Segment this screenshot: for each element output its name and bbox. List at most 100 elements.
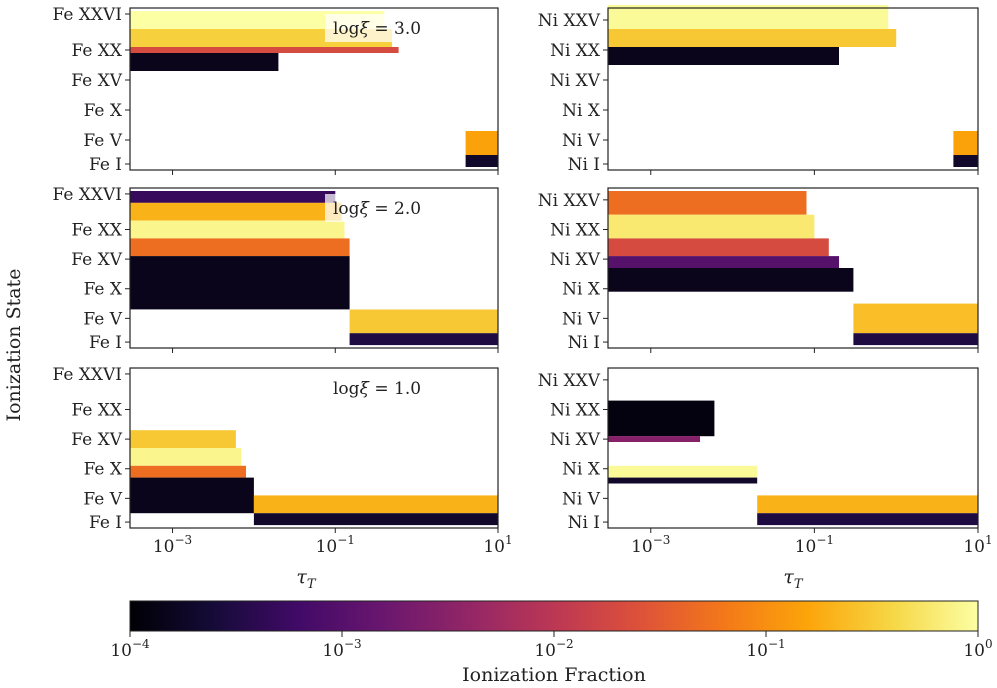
x-tick-label: 10−3 xyxy=(631,533,670,557)
x-tick-label-exp: 1 xyxy=(985,533,993,547)
x-tick-label-base: 10 xyxy=(483,537,505,557)
y-tick-label: Ni X xyxy=(562,101,601,121)
panel-ni-1: Ni XXV Ni XX Ni XV Ni X Ni V Ni I xyxy=(538,5,979,175)
annotation-box xyxy=(325,194,429,222)
colorbar-tick-label-exp: −1 xyxy=(768,637,786,651)
y-tick-label: Ni XX xyxy=(550,220,601,240)
heat-band-1-0 xyxy=(608,5,889,29)
heat-band-3-0 xyxy=(608,191,807,215)
heat-band-2-2 xyxy=(130,220,345,239)
y-tick-label: Fe XV xyxy=(71,250,122,270)
heat-band-1-1 xyxy=(608,29,897,47)
heat-band-5-4 xyxy=(757,495,978,514)
panel-frame xyxy=(607,187,979,349)
panel-fe-2: Fe XXVI Fe XX Fe XV Fe X Fe V Fe I logξ = 2.0 xyxy=(52,185,499,353)
heat-band-0-3 xyxy=(130,53,279,71)
colorbar-tick-label-base: 10 xyxy=(110,641,132,661)
heat-band-4-3 xyxy=(130,477,254,514)
y-tick-label: Fe XX xyxy=(71,220,122,240)
y-tick-label: Ni X xyxy=(562,280,601,300)
heat-band-1-3 xyxy=(953,131,978,155)
panel-frame xyxy=(129,187,499,349)
x-tick-label-base: 10 xyxy=(631,537,653,557)
x-axis-label-left-sub: T xyxy=(307,577,317,592)
y-tick-label: Ni V xyxy=(562,489,601,509)
y-tick-label: Ni XX xyxy=(550,400,601,420)
heat-band-4-2 xyxy=(130,465,246,478)
y-tick-label: Ni XV xyxy=(550,430,601,450)
annotation-logxi: logξ = 3.0 xyxy=(333,19,421,39)
colorbar-label: Ionization Fraction xyxy=(462,664,646,686)
colorbar-tick-label-exp: −2 xyxy=(556,637,574,651)
colorbar-tick-label-base: 10 xyxy=(746,641,768,661)
annotation-xi: ξ xyxy=(360,199,371,219)
heat-band-5-0 xyxy=(608,400,715,437)
annotation-logxi: logξ = 2.0 xyxy=(333,199,421,219)
heat-band-4-1 xyxy=(130,448,242,466)
annotation-log: log xyxy=(333,19,360,39)
y-tick-label: Ni XX xyxy=(550,41,601,61)
x-tick-label: 10−1 xyxy=(316,533,355,557)
y-tick-label: Fe X xyxy=(84,101,123,121)
colorbar-tick-label-exp: −3 xyxy=(344,637,362,651)
y-tick-label: Ni V xyxy=(562,131,601,151)
heat-band-4-5 xyxy=(253,513,498,526)
y-tick-label: Fe XX xyxy=(71,400,122,420)
colorbar-tick-label: 10−1 xyxy=(746,637,785,661)
x-axis-label-right-main: τ xyxy=(783,566,794,588)
heat-band-1-2 xyxy=(608,47,839,65)
annotation-logxi: logξ = 1.0 xyxy=(333,379,421,399)
y-tick-label: Fe V xyxy=(83,489,122,509)
x-axis-label-left-main: τ xyxy=(296,566,307,588)
x-axis-label-left: τT xyxy=(296,566,317,592)
heat-band-2-3 xyxy=(130,238,350,257)
heat-band-3-2 xyxy=(608,238,829,257)
annotation-eq: = xyxy=(369,199,394,219)
x-tick-label-exp: −3 xyxy=(653,533,671,547)
annotation-box xyxy=(325,14,429,42)
annotation-xi: ξ xyxy=(360,19,371,39)
x-tick-label-base: 10 xyxy=(795,537,817,557)
y-tick-label: Fe XXVI xyxy=(52,185,122,205)
panel-fe-0: Fe XXVI Fe XX Fe XV Fe X Fe V Fe I logξ = 3.0 xyxy=(52,5,499,175)
colorbar: 10−4 10−3 10−2 10−1 100 Ionization Fraction xyxy=(110,600,993,686)
colorbar-ticks: 10−4 10−3 10−2 10−1 100 xyxy=(110,631,993,661)
x-tick-label-base: 10 xyxy=(963,537,985,557)
y-tick-label: Ni I xyxy=(568,155,600,175)
heat-band-5-2 xyxy=(608,465,758,478)
heat-band-3-3 xyxy=(608,256,839,268)
x-tick-label-exp: −1 xyxy=(337,533,355,547)
x-tick-label-exp: −1 xyxy=(816,533,834,547)
y-tick-label: Ni I xyxy=(568,513,600,533)
colorbar-tick-label-base: 10 xyxy=(534,641,556,661)
y-tick-label: Fe V xyxy=(83,131,122,151)
panel-ni-3: Ni XXV Ni XX Ni XV Ni X Ni V Ni I xyxy=(538,187,979,353)
annotation-eq: = xyxy=(369,379,394,399)
colorbar-tick-label-exp: −4 xyxy=(132,637,150,651)
heat-band-5-3 xyxy=(608,477,758,484)
annotation-value: 1.0 xyxy=(394,379,421,399)
heat-band-2-6 xyxy=(349,333,498,346)
panel-frame xyxy=(129,367,499,529)
colorbar-gradient xyxy=(129,600,979,632)
heat-band-1-4 xyxy=(953,155,978,167)
y-tick-label: Ni XV xyxy=(550,250,601,270)
y-axis-label: Ionization State xyxy=(3,269,25,422)
y-tick-label: Fe X xyxy=(84,280,123,300)
annotation-log: log xyxy=(333,379,360,399)
x-tick-label-base: 10 xyxy=(153,537,175,557)
annotation-value: 2.0 xyxy=(394,199,421,219)
heat-band-2-1 xyxy=(130,202,342,221)
annotation-eq: = xyxy=(369,19,394,39)
panel-frame xyxy=(129,7,499,171)
x-axis-label-right: τT xyxy=(783,566,804,592)
heat-band-3-6 xyxy=(853,333,978,346)
heat-band-4-4 xyxy=(253,495,498,514)
heat-band-3-1 xyxy=(608,214,815,239)
y-tick-label: Fe V xyxy=(83,309,122,329)
heat-band-0-4 xyxy=(465,131,498,155)
